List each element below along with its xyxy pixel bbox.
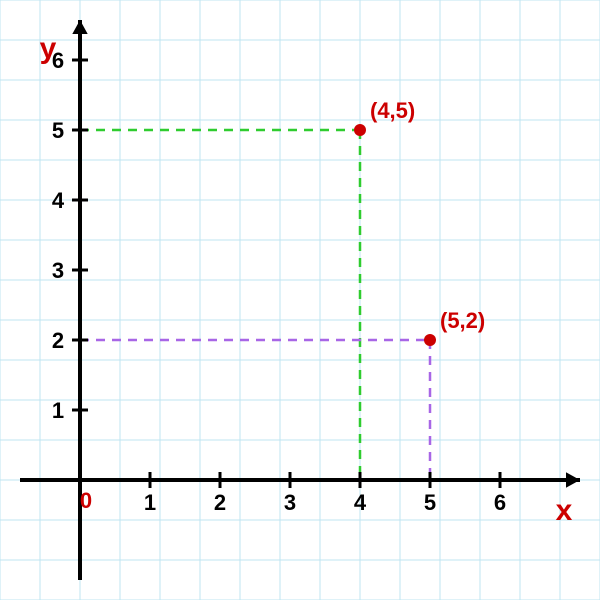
x-tick-label: 6 xyxy=(494,490,506,515)
axis-label-origin: 0 xyxy=(80,488,92,513)
axis-label-y: y xyxy=(40,32,57,65)
axis-label-x: x xyxy=(556,494,573,527)
y-tick-label: 2 xyxy=(52,328,64,353)
x-tick-label: 3 xyxy=(284,490,296,515)
coordinate-plane: 123456123456xy0(4,5)(5,2) xyxy=(0,0,600,600)
point-label-0: (4,5) xyxy=(370,98,415,123)
y-tick-label: 1 xyxy=(52,398,64,423)
x-tick-label: 4 xyxy=(354,490,367,515)
point-dot-0 xyxy=(354,124,366,136)
x-tick-label: 2 xyxy=(214,490,226,515)
y-tick-label: 5 xyxy=(52,118,64,143)
x-tick-label: 1 xyxy=(144,490,156,515)
x-tick-label: 5 xyxy=(424,490,436,515)
y-tick-label: 3 xyxy=(52,258,64,283)
point-label-1: (5,2) xyxy=(440,308,485,333)
y-tick-label: 4 xyxy=(52,188,65,213)
point-dot-1 xyxy=(424,334,436,346)
